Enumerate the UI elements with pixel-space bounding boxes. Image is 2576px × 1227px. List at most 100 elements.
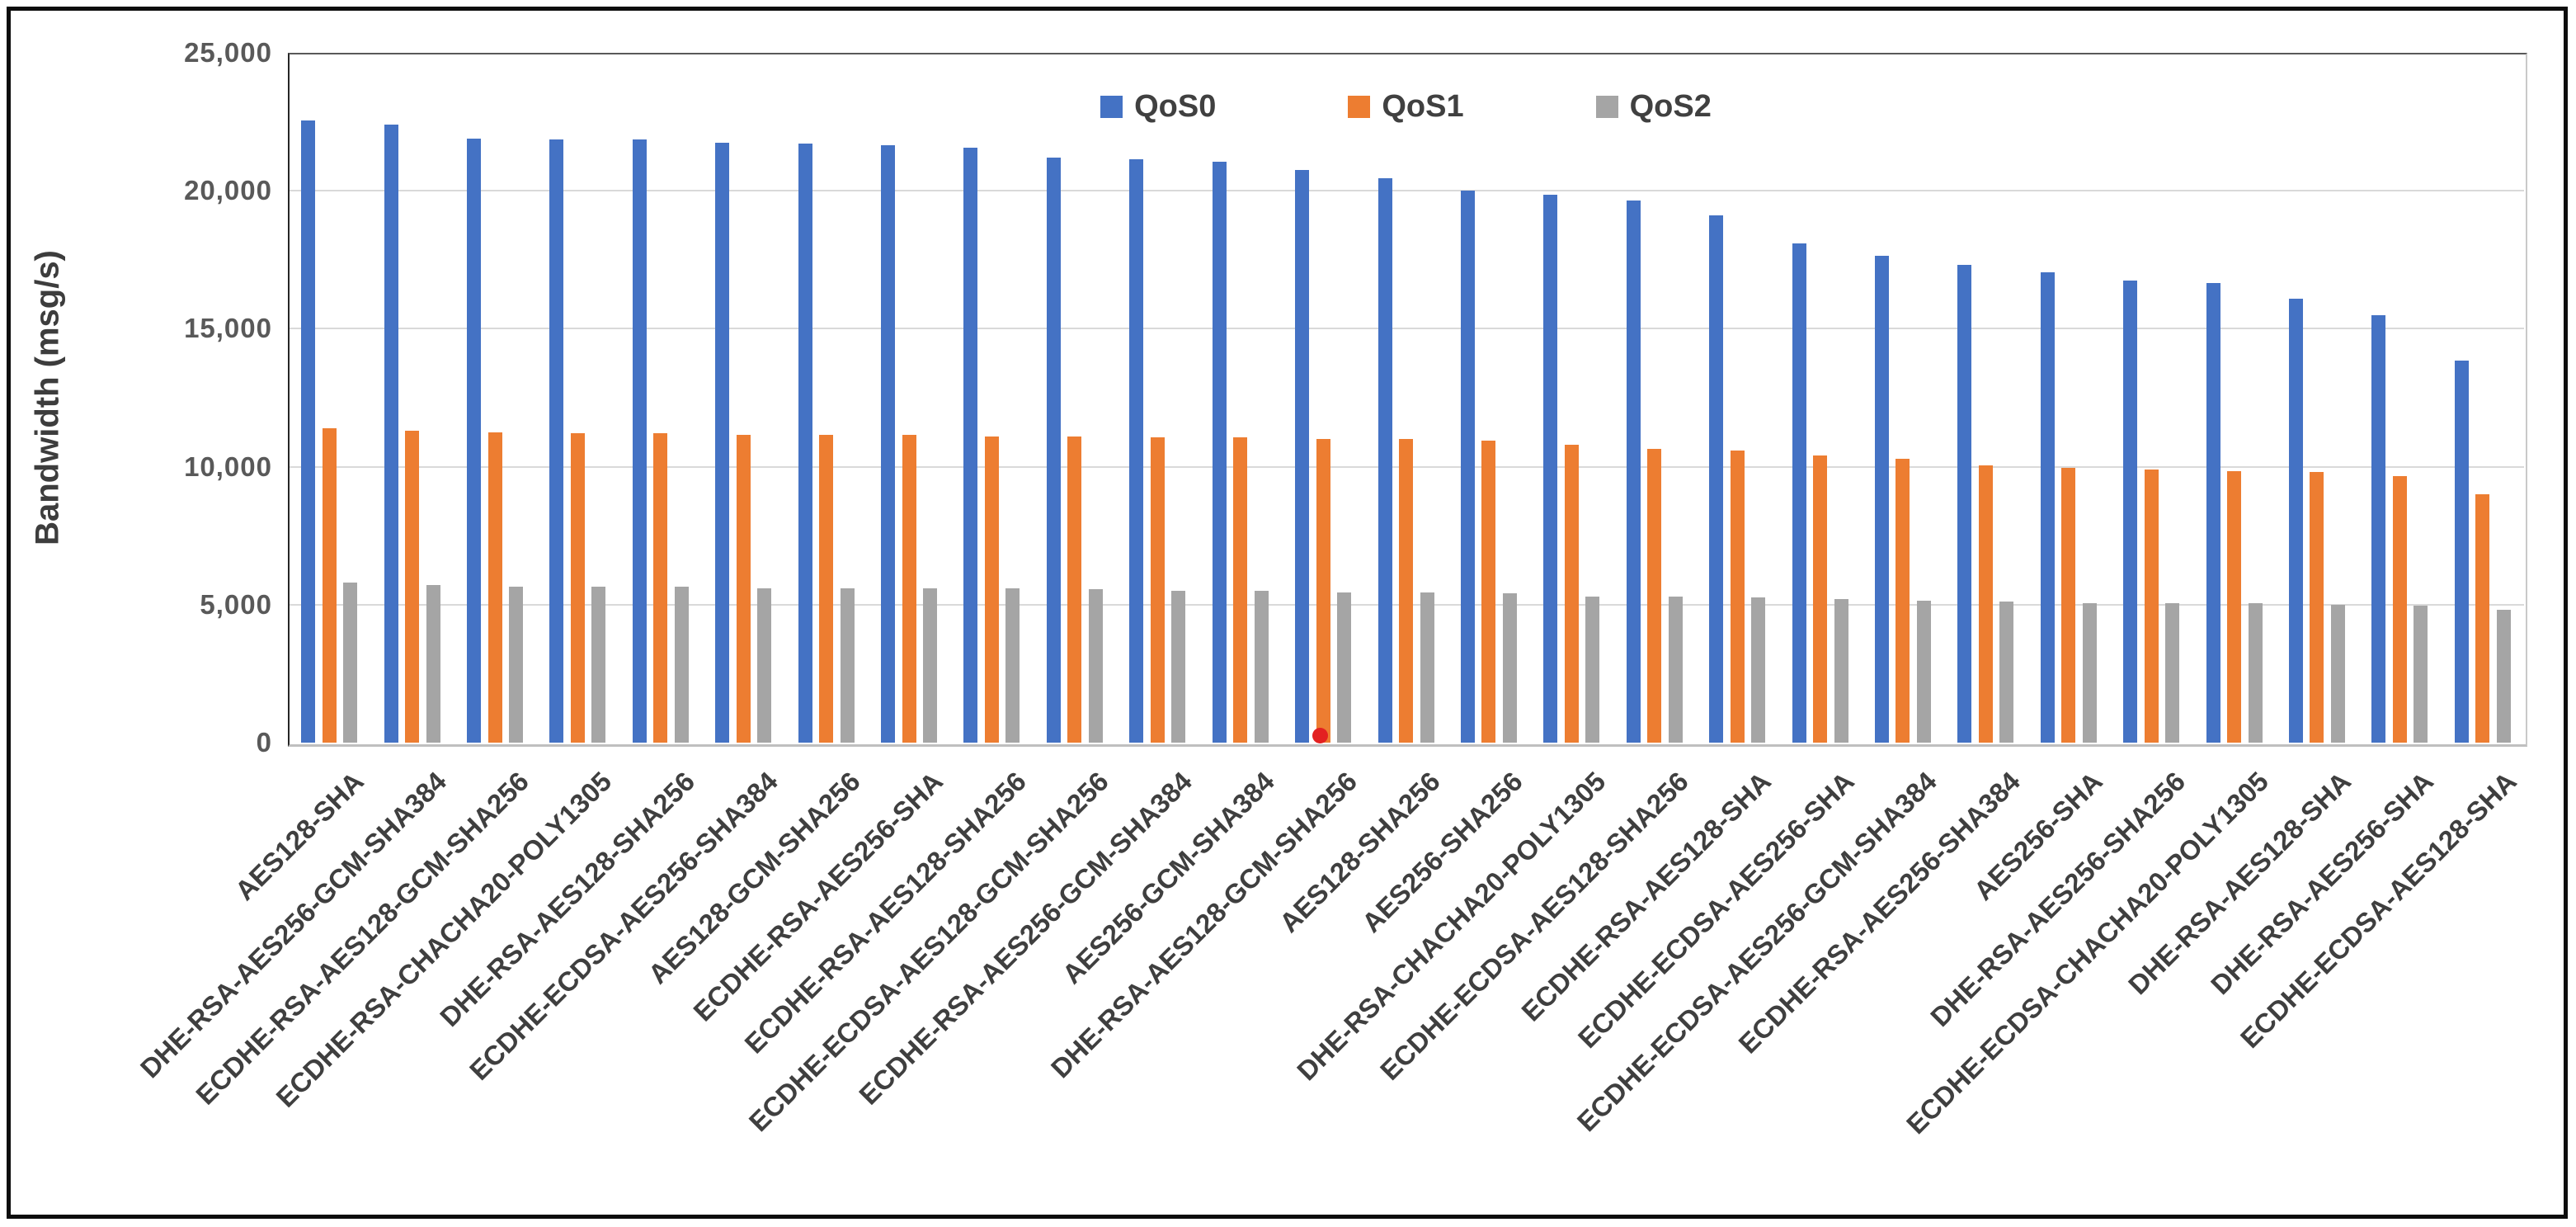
bar-qos0-1 <box>384 124 398 743</box>
bar-qos0-0 <box>301 120 316 743</box>
bar-qos1-8 <box>984 436 999 743</box>
bar-qos0-23 <box>2206 283 2220 743</box>
bar-qos2-23 <box>2248 603 2263 743</box>
gridline <box>288 190 2524 192</box>
bar-qos1-0 <box>322 427 337 743</box>
bar-qos2-16 <box>1668 596 1683 743</box>
bar-qos1-21 <box>2061 468 2076 743</box>
bar-qos0-6 <box>798 144 812 743</box>
bar-qos2-4 <box>674 587 689 743</box>
bar-qos1-17 <box>1730 450 1745 743</box>
bar-qos0-26 <box>2454 360 2469 743</box>
bar-qos1-12 <box>1316 439 1330 743</box>
bar-qos1-5 <box>736 435 751 743</box>
y-tick-label: 15,000 <box>184 313 272 344</box>
bar-qos0-8 <box>963 148 978 743</box>
bar-qos1-20 <box>1978 465 1993 743</box>
bar-qos2-1 <box>426 585 440 743</box>
legend-label: QoS0 <box>1134 89 1217 124</box>
bar-qos1-25 <box>2392 476 2407 743</box>
bar-qos0-16 <box>1626 200 1641 743</box>
legend-label: QoS1 <box>1382 89 1464 124</box>
bar-qos0-5 <box>715 142 730 743</box>
bar-qos2-8 <box>1005 588 1020 743</box>
bar-qos1-15 <box>1564 444 1579 743</box>
bar-qos0-9 <box>1046 158 1061 743</box>
red-dot-marker <box>1312 728 1329 743</box>
bar-qos1-6 <box>819 435 834 743</box>
bar-qos0-25 <box>2371 314 2386 743</box>
bar-qos1-9 <box>1067 436 1082 743</box>
y-tick-label: 0 <box>256 727 272 757</box>
bar-qos2-26 <box>2496 610 2511 743</box>
bar-qos1-14 <box>1481 440 1496 743</box>
y-tick-label: 5,000 <box>200 588 272 620</box>
bar-qos1-11 <box>1233 437 1248 743</box>
bar-qos2-19 <box>1916 600 1931 743</box>
bar-qos2-7 <box>923 588 938 743</box>
bar-qos1-13 <box>1399 439 1413 743</box>
gridline <box>288 328 2524 330</box>
bar-qos1-26 <box>2475 494 2490 743</box>
bar-qos1-3 <box>570 433 585 743</box>
bar-qos1-22 <box>2144 469 2159 743</box>
bar-qos0-10 <box>1129 158 1144 743</box>
y-tick-label: 25,000 <box>184 37 272 68</box>
bar-qos1-16 <box>1647 448 1662 743</box>
bar-qos0-3 <box>549 139 564 743</box>
bar-qos0-14 <box>1460 191 1475 743</box>
bar-qos2-0 <box>343 583 358 743</box>
bar-qos2-20 <box>1999 602 2014 743</box>
bar-qos0-4 <box>632 139 647 743</box>
legend-item-qos2: QoS2 <box>1595 89 1712 125</box>
bar-qos2-18 <box>1834 599 1848 743</box>
bar-qos0-12 <box>1295 170 1310 743</box>
y-tick-label: 10,000 <box>184 451 272 482</box>
legend-swatch <box>1348 96 1371 118</box>
bar-qos2-12 <box>1337 592 1352 743</box>
bar-qos2-15 <box>1585 596 1600 743</box>
bar-qos0-2 <box>467 138 482 743</box>
bar-qos1-7 <box>902 435 916 743</box>
bar-qos2-5 <box>757 588 772 743</box>
bar-qos0-21 <box>2040 271 2055 743</box>
bar-qos2-10 <box>1171 591 1186 743</box>
legend-swatch <box>1595 96 1618 118</box>
legend-label: QoS2 <box>1629 89 1712 124</box>
legend-item-qos1: QoS1 <box>1348 89 1464 125</box>
bar-qos0-7 <box>881 145 896 743</box>
bar-qos2-17 <box>1751 597 1766 743</box>
plot-area <box>288 53 2527 747</box>
legend: QoS0 QoS1 QoS2 <box>288 89 2524 125</box>
bar-qos0-11 <box>1212 162 1227 743</box>
y-tick-label: 20,000 <box>184 175 272 206</box>
bar-qos1-2 <box>487 432 502 743</box>
bar-qos0-13 <box>1377 178 1392 743</box>
bar-qos2-13 <box>1420 592 1434 743</box>
bar-qos1-10 <box>1150 437 1165 743</box>
bar-qos0-24 <box>2288 298 2303 743</box>
bar-qos0-17 <box>1709 215 1724 743</box>
bar-qos2-14 <box>1502 593 1517 743</box>
y-axis-title: Bandwidth (msg/s) <box>29 250 66 545</box>
bar-qos2-11 <box>1254 591 1269 743</box>
legend-item-qos0: QoS0 <box>1100 89 1216 125</box>
bar-qos0-19 <box>1874 255 1889 743</box>
bar-qos0-18 <box>1792 243 1806 743</box>
bar-qos2-24 <box>2330 604 2345 743</box>
bar-qos2-21 <box>2082 603 2097 743</box>
legend-swatch <box>1100 96 1123 118</box>
bar-qos2-3 <box>591 587 606 743</box>
bar-qos2-6 <box>840 588 855 743</box>
bar-qos1-18 <box>1813 455 1828 743</box>
bar-qos0-22 <box>2123 280 2138 743</box>
bar-qos0-20 <box>1957 265 1972 743</box>
bar-qos1-19 <box>1896 458 1910 743</box>
bar-qos2-9 <box>1088 589 1103 743</box>
bar-qos1-24 <box>2310 472 2324 743</box>
bar-qos1-1 <box>405 431 420 743</box>
bar-qos2-22 <box>2165 603 2180 743</box>
bar-qos2-25 <box>2414 606 2428 743</box>
bar-qos2-2 <box>509 587 524 743</box>
